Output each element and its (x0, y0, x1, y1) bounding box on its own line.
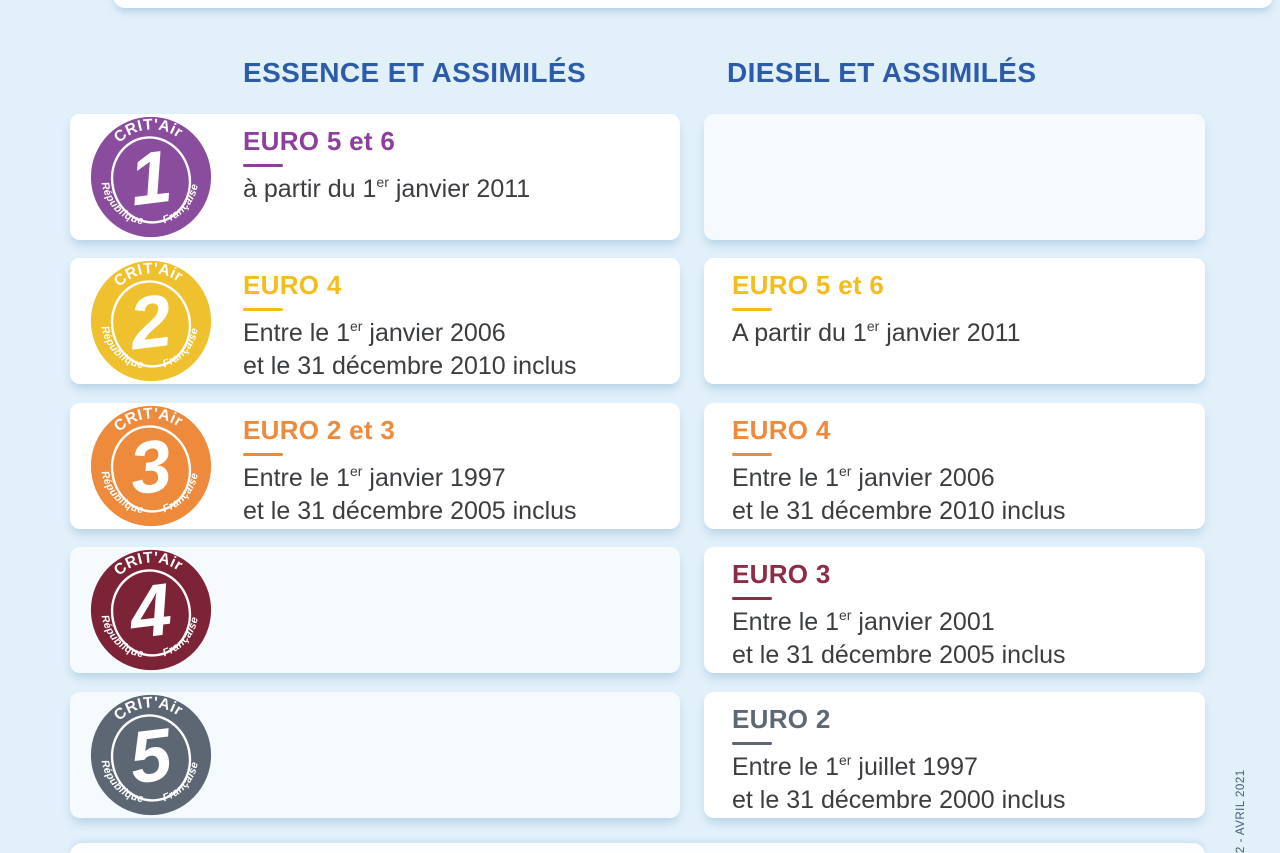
row-critair-4: CRIT'Air République Française 4 EURO 3 E… (70, 547, 1205, 673)
date-range-line: et le 31 décembre 2005 inclus (732, 641, 1066, 669)
diesel-card-critair-1-empty (704, 114, 1205, 240)
euro-norm-title: EURO 5 et 6 (732, 270, 885, 300)
euro-norm-title: EURO 2 (732, 704, 831, 734)
essence-card-critair-3: CRIT'Air République Française 3 EURO 2 e… (70, 403, 680, 529)
date-range-line: et le 31 décembre 2010 inclus (732, 497, 1066, 525)
title-underline (243, 308, 283, 311)
edition-caption-vertical: 12 - AVRIL 2021 (1235, 769, 1247, 853)
critair-2-badge: CRIT'Air République Française 2 (90, 260, 212, 382)
essence-card-text: EURO 4 Entre le 1er janvier 2006 et le 3… (243, 270, 663, 383)
row-critair-2: CRIT'Air République Française 2 EURO 4 E… (70, 258, 1205, 384)
diesel-card-text: EURO 5 et 6 A partir du 1er janvier 2011 (732, 270, 1192, 350)
date-range-line: A partir du 1er janvier 2011 (732, 317, 1021, 347)
euro-norm-title: EURO 4 (243, 270, 342, 300)
euro-norm-title: EURO 3 (732, 559, 831, 589)
diesel-card-critair-2: EURO 5 et 6 A partir du 1er janvier 2011 (704, 258, 1205, 384)
essence-card-critair-4-empty: CRIT'Air République Française 4 (70, 547, 680, 673)
title-underline (732, 742, 772, 745)
date-range-line: et le 31 décembre 2000 inclus (732, 786, 1066, 814)
cut-card-bottom (70, 843, 1205, 853)
critair-3-badge: CRIT'Air République Française 3 (90, 405, 212, 527)
svg-text:3: 3 (125, 423, 176, 510)
date-range-line: et le 31 décembre 2005 inclus (243, 497, 577, 525)
row-critair-3: CRIT'Air République Française 3 EURO 2 e… (70, 403, 1205, 529)
critair-4-badge: CRIT'Air République Française 4 (90, 549, 212, 671)
svg-text:1: 1 (125, 134, 176, 221)
diesel-card-text: EURO 4 Entre le 1er janvier 2006 et le 3… (732, 415, 1192, 528)
date-range-line: Entre le 1er juillet 1997 (732, 751, 978, 781)
title-underline (732, 453, 772, 456)
title-underline (732, 308, 772, 311)
essence-card-text: EURO 5 et 6 à partir du 1er janvier 2011 (243, 126, 663, 206)
date-range-line: à partir du 1er janvier 2011 (243, 173, 531, 203)
essence-card-critair-5-empty: CRIT'Air République Française 5 (70, 692, 680, 818)
diesel-card-critair-3: EURO 4 Entre le 1er janvier 2006 et le 3… (704, 403, 1205, 529)
column-header-essence: ESSENCE ET ASSIMILÉS (243, 57, 587, 88)
diesel-card-critair-5: EURO 2 Entre le 1er juillet 1997 et le 3… (704, 692, 1205, 818)
column-header-diesel: DIESEL ET ASSIMILÉS (727, 57, 1037, 88)
euro-norm-title: EURO 4 (732, 415, 831, 445)
critair-1-badge: CRIT'Air République Française 1 (90, 116, 212, 238)
euro-norm-title: EURO 5 et 6 (243, 126, 396, 156)
date-range-line: Entre le 1er janvier 2006 (243, 317, 506, 347)
date-range-line: Entre le 1er janvier 2001 (732, 606, 995, 636)
date-range-line: Entre le 1er janvier 2006 (732, 462, 995, 492)
row-critair-1: CRIT'Air République Française 1 EURO 5 e… (70, 114, 1205, 240)
essence-card-text: EURO 2 et 3 Entre le 1er janvier 1997 et… (243, 415, 663, 528)
diesel-card-text: EURO 3 Entre le 1er janvier 2001 et le 3… (732, 559, 1192, 672)
row-critair-5: CRIT'Air République Française 5 EURO 2 E… (70, 692, 1205, 818)
diesel-card-critair-4: EURO 3 Entre le 1er janvier 2001 et le 3… (704, 547, 1205, 673)
cut-card-top (113, 0, 1273, 8)
date-range-line: Entre le 1er janvier 1997 (243, 462, 506, 492)
critair-5-badge: CRIT'Air République Française 5 (90, 694, 212, 816)
essence-card-critair-2: CRIT'Air République Française 2 EURO 4 E… (70, 258, 680, 384)
date-range-line: et le 31 décembre 2010 inclus (243, 352, 577, 380)
title-underline (243, 164, 283, 167)
euro-norm-title: EURO 2 et 3 (243, 415, 396, 445)
essence-card-critair-1: CRIT'Air République Française 1 EURO 5 e… (70, 114, 680, 240)
title-underline (732, 597, 772, 600)
title-underline (243, 453, 283, 456)
diesel-card-text: EURO 2 Entre le 1er juillet 1997 et le 3… (732, 704, 1192, 817)
